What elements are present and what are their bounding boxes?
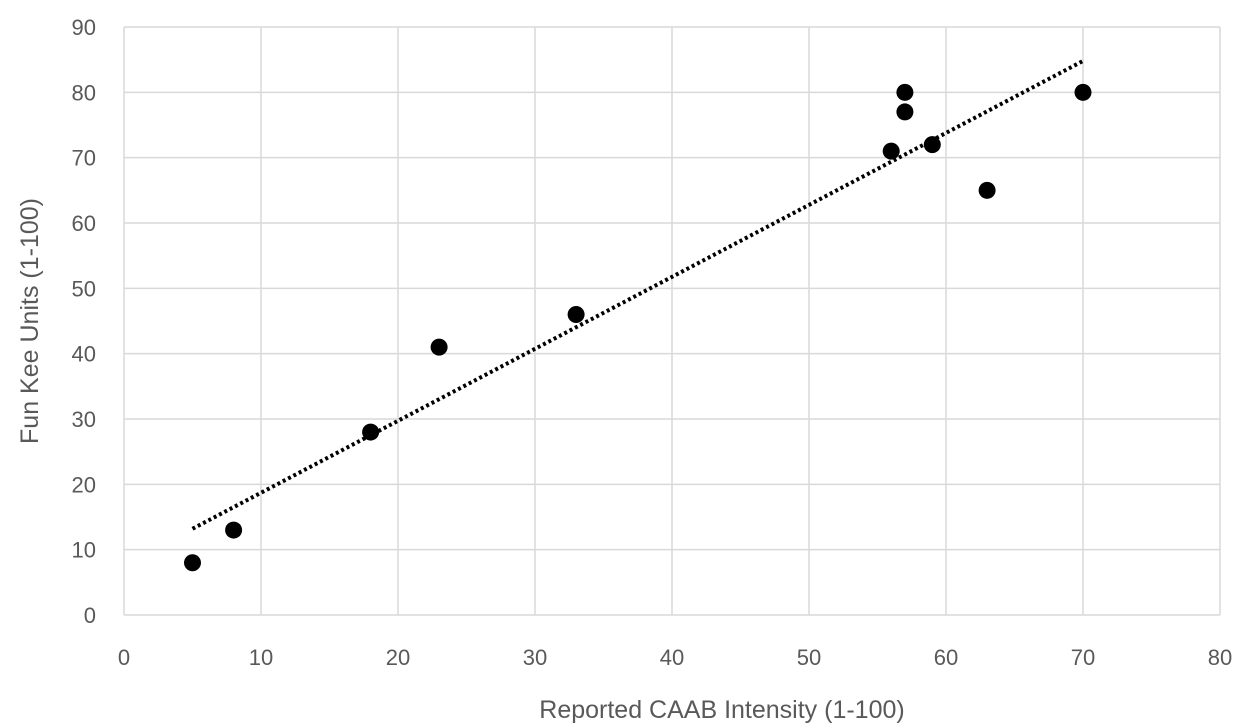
trendline [191,59,1084,531]
x-tick-label: 30 [523,645,547,670]
y-tick-label: 70 [72,146,96,171]
y-axis-title: Fun Kee Units (1-100) [16,198,44,444]
x-tick-label: 80 [1208,645,1232,670]
data-point [184,554,201,572]
data-point [225,521,243,539]
data-point [1074,83,1092,101]
data-point [567,305,585,323]
y-tick-label: 30 [72,407,96,432]
x-tick-label: 50 [797,645,821,670]
data-point [896,103,914,121]
data-point [882,142,900,160]
y-tick-label: 90 [72,15,96,40]
grid-lines [123,26,1221,616]
y-tick-label: 20 [72,472,96,497]
x-tick-label: 70 [1071,645,1095,670]
x-tick-label: 20 [386,645,410,670]
x-tick-label: 40 [660,645,684,670]
y-tick-label: 80 [72,80,96,105]
data-point [362,423,380,441]
data-point [896,83,914,101]
y-tick-label: 0 [84,603,96,628]
data-point [923,136,941,154]
y-tick-label: 50 [72,276,96,301]
x-tick-label: 60 [934,645,958,670]
y-axis-ticks: 0 10 20 30 40 50 60 70 80 90 [72,15,96,628]
x-axis-ticks: 0 10 20 30 40 50 60 70 80 [118,645,1232,670]
y-tick-label: 10 [72,538,96,563]
data-point [978,181,996,199]
y-tick-label: 40 [72,342,96,367]
y-tick-label: 60 [72,211,96,236]
x-tick-label: 0 [118,645,130,670]
data-point [430,338,448,356]
x-axis-title: Reported CAAB Intensity (1-100) [539,696,904,724]
data-points [184,83,1092,572]
x-tick-label: 10 [249,645,273,670]
